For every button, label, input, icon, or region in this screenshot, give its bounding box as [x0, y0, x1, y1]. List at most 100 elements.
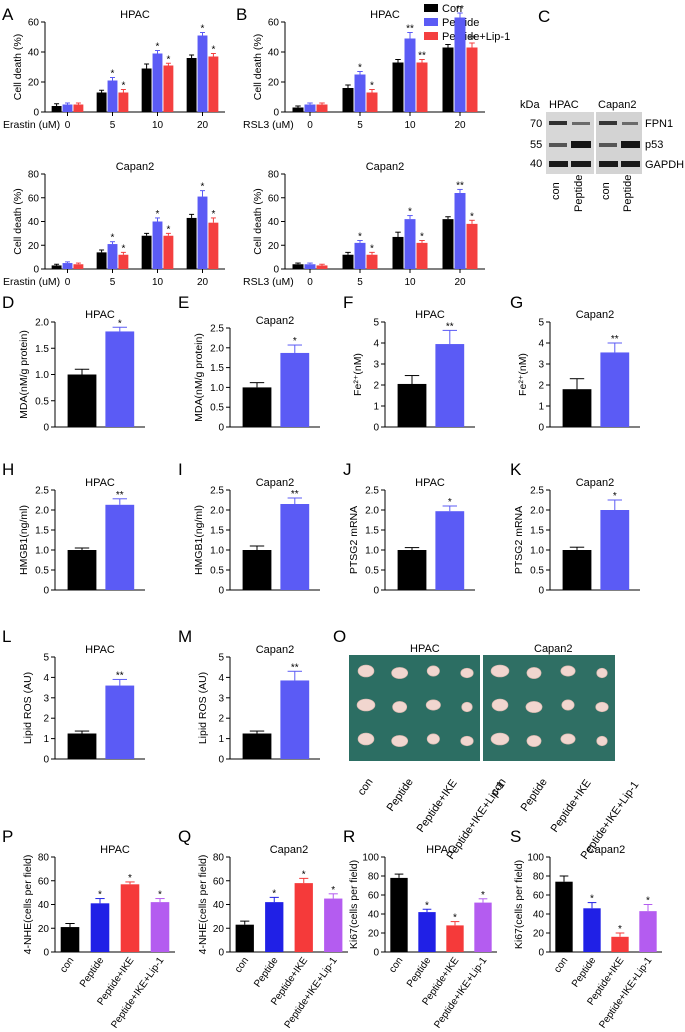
y-tick-label: 80 [213, 853, 225, 864]
x-category-label: con [233, 955, 251, 975]
y-tick-label: 60 [28, 18, 40, 29]
y-axis-label: PTSG2 mRNA [513, 506, 525, 574]
significance-label: * [211, 45, 215, 56]
bar [242, 733, 272, 759]
tumor-specimen [490, 664, 510, 678]
y-axis-label: Lipid ROS (AU) [22, 672, 34, 744]
bar [416, 242, 428, 269]
legend-swatch-peptide [424, 18, 438, 26]
significance-label: * [408, 207, 412, 218]
y-tick-label: 0 [273, 265, 279, 276]
chart-K: Capan2 0 0.5 1.0 1.5 2.0 2.5 PTSG2 mRNA * [513, 477, 640, 597]
y-tick-label: 3 [373, 360, 379, 371]
y-tick-label: 1.0 [35, 370, 49, 381]
y-tick-label: 0 [373, 948, 379, 959]
x-tick-label: 5 [357, 120, 363, 131]
panel-letter-o: O [333, 627, 346, 646]
chart-title: HPAC [100, 844, 130, 856]
blot-band-fpn1-4 [622, 122, 638, 125]
chart-title: Capan2 [576, 477, 615, 489]
chart-P: HPAC 0 20 40 60 80 4-NHE(cells per field) con * P… [22, 844, 175, 1030]
bar [304, 264, 316, 269]
bar [62, 263, 73, 269]
panel-letter-a: A [2, 5, 14, 24]
significance-label: * [166, 224, 170, 235]
chart-title: HPAC [85, 644, 115, 656]
y-tick-label: 1.5 [210, 363, 224, 374]
bar [242, 550, 272, 590]
tumor-specimen [426, 665, 440, 677]
bar [208, 56, 219, 112]
blot-protein-gapdh: GAPDH [645, 159, 684, 171]
chart-title: Capan2 [256, 477, 295, 489]
y-tick-label: 0 [373, 423, 379, 434]
bar [280, 504, 310, 590]
y-tick-label: 1 [538, 402, 544, 413]
panel-letter-m: M [178, 627, 192, 646]
x-axis-label: Erastin (uM) [3, 276, 60, 288]
y-tick-label: 1.0 [210, 546, 224, 557]
y-tick-label: 0 [538, 948, 544, 959]
y-axis-label: MDA(nM/g protein) [18, 330, 30, 419]
y-tick-label: 0.5 [210, 566, 224, 577]
chart-title: Capan2 [270, 844, 309, 856]
bar [316, 265, 328, 269]
y-tick-label: 1.0 [365, 546, 379, 557]
blot-band-gapdh-2 [571, 161, 591, 167]
tumor-specimen [461, 701, 473, 713]
x-tick-label: 0 [65, 277, 71, 288]
tumor-specimen [526, 735, 542, 747]
tumor-lane-3: Peptide+IKE [415, 777, 460, 834]
x-tick-label: 10 [404, 120, 416, 131]
y-tick-label: 1.5 [365, 526, 379, 537]
x-category-label: Peptide [405, 955, 434, 989]
bar [120, 884, 140, 952]
chart-A2: Capan2 0 20 40 60 80 Cell death (%) 0 5 * * 10 * * 20 *… [3, 161, 225, 288]
x-axis-label: RSL3 (uM) [243, 276, 294, 288]
y-axis-label: Ki67(cells per field) [513, 860, 525, 949]
y-tick-label: 40 [268, 217, 280, 228]
y-tick-label: 2.5 [365, 486, 379, 497]
chart-F: HPAC 0 1 2 3 4 5 Fe²⁺(nM) ** [352, 309, 475, 434]
panel-letter-j: J [343, 460, 352, 479]
bar [342, 88, 354, 112]
y-tick-label: 60 [533, 891, 545, 902]
bar [416, 62, 428, 112]
panel-letter-l: L [2, 627, 11, 646]
bar [466, 223, 478, 269]
significance-label: * [201, 182, 205, 193]
tumor-photo: HPAC Capan2 con Peptide Peptide+IKE Pept… [349, 643, 641, 862]
tumor-group-capan2: Capan2 [534, 643, 573, 655]
y-axis-label: Cell death (%) [252, 34, 264, 101]
significance-label: * [370, 243, 374, 254]
y-axis-label: Cell death (%) [12, 188, 24, 255]
y-tick-label: 2.0 [210, 343, 224, 354]
bar [67, 733, 97, 759]
bar [73, 104, 84, 112]
bar [73, 264, 84, 269]
panel-letter-r: R [343, 827, 355, 846]
significance-label: * [128, 873, 132, 884]
y-tick-label: 0 [538, 586, 544, 597]
blot-band-gapdh-3 [599, 161, 618, 167]
bar [197, 196, 208, 269]
chart-title: HPAC [85, 309, 115, 321]
y-tick-label: 2.0 [365, 506, 379, 517]
chart-title: Capan2 [256, 644, 295, 656]
chart-E: Capan2 0 0.5 1.0 1.5 2.0 2.5 MDA(nM/g protein) * [193, 315, 320, 434]
y-tick-label: 0 [218, 948, 224, 959]
bar [342, 254, 354, 269]
chart-D: HPAC 0 0.5 1.0 1.5 2.0 MDA(nM/g protein) * [18, 309, 145, 434]
blot-band-fpn1-3 [599, 121, 617, 125]
significance-label: ** [468, 34, 476, 45]
x-tick-label: 10 [152, 120, 164, 131]
blot-protein-p53: p53 [645, 139, 663, 151]
x-category-label: Peptide [252, 955, 281, 989]
bar [107, 244, 118, 269]
chart-H: HPAC 0 0.5 1.0 1.5 2.0 2.5 HMGB1(ng/ml) ** [18, 477, 145, 597]
legend: Con Peptide Peptide+Lip-1 [424, 3, 510, 43]
blot-band-p53-4 [621, 141, 640, 148]
tumor-specimen [526, 667, 542, 679]
y-axis-label: Lipid ROS (AU) [197, 672, 209, 744]
